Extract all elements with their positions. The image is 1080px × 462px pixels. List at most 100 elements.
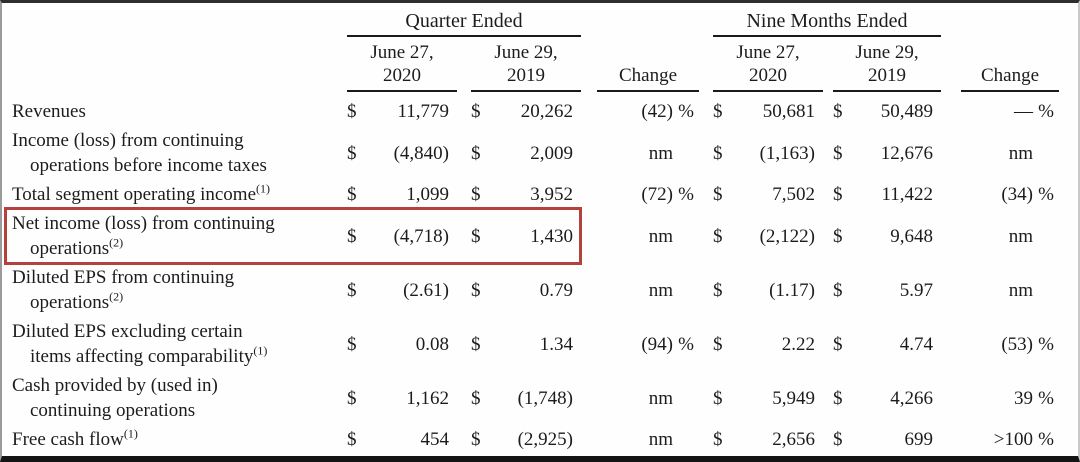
value-nine-months-2020: $ (1,163) xyxy=(713,142,815,164)
dollar-sign: $ xyxy=(471,101,481,122)
dollar-sign: $ xyxy=(713,101,723,122)
value-nine-months-change: nm xyxy=(1008,279,1033,301)
col-header-quarter-change: Change xyxy=(597,64,699,92)
value-quarter-2019: $ 0.79 xyxy=(471,279,573,301)
table-row: Cash provided by (used in) continuing op… xyxy=(10,371,1078,425)
col-header-quarter-june-29-2019: June 29, 2019 xyxy=(471,41,581,92)
dollar-sign: $ xyxy=(471,225,481,247)
value-nine-months-2020: $ (1.17) xyxy=(713,279,815,301)
dollar-sign: $ xyxy=(347,387,357,409)
value-quarter-2020: $ 454 xyxy=(347,429,449,450)
dollar-sign: $ xyxy=(713,142,723,164)
table-row: Diluted EPS from continuing operations(2… xyxy=(10,263,1078,317)
dollar-sign: $ xyxy=(713,387,723,409)
footnote-marker: (2) xyxy=(109,235,124,250)
value-nine-months-2019: $ 5.97 xyxy=(833,279,933,301)
value-nine-months-2019: $ 4.74 xyxy=(833,333,933,355)
value-nine-months-change: >100 % xyxy=(993,429,1054,450)
value-quarter-2020: $ 1,099 xyxy=(347,184,449,205)
value-nine-months-2020: $ 2.22 xyxy=(713,333,815,355)
footnote-marker: (1) xyxy=(253,343,268,358)
footnote-marker: (1) xyxy=(123,426,138,441)
row-label: Diluted EPS excluding certain items affe… xyxy=(12,321,268,367)
row-label: Total segment operating income(1) xyxy=(12,181,271,205)
dollar-sign: $ xyxy=(347,184,357,205)
value-nine-months-2019: $ 9,648 xyxy=(833,225,933,247)
dollar-sign: $ xyxy=(833,184,843,205)
group-header-quarter-ended: Quarter Ended xyxy=(347,9,581,37)
value-quarter-2020: $ 0.08 xyxy=(347,333,449,355)
dollar-sign: $ xyxy=(833,387,843,409)
value-quarter-2019: $ (2,925) xyxy=(471,429,573,450)
table-row: Free cash flow(1) $ 454 $ (2,925) nm $ 2… xyxy=(10,425,1078,454)
footnote-marker: (2) xyxy=(109,289,124,304)
dollar-sign: $ xyxy=(471,333,481,355)
column-header-row: June 27, 2020 June 29, 2019 Change June … xyxy=(10,41,1078,92)
table-row: Total segment operating income(1) $ 1,09… xyxy=(10,180,1078,209)
value-nine-months-change: — % xyxy=(1014,101,1054,122)
row-label: Free cash flow(1) xyxy=(12,426,138,450)
dollar-sign: $ xyxy=(347,279,357,301)
dollar-sign: $ xyxy=(471,184,481,205)
dollar-sign: $ xyxy=(713,333,723,355)
value-nine-months-2019: $ 11,422 xyxy=(833,184,933,205)
dollar-sign: $ xyxy=(713,429,723,450)
group-header-nine-months-ended: Nine Months Ended xyxy=(713,9,941,37)
value-quarter-change: nm xyxy=(648,142,673,164)
col-header-nine-june-29-2019: June 29, 2019 xyxy=(833,41,941,92)
value-quarter-2020: $ (4,718) xyxy=(347,225,449,247)
value-quarter-2020: $ 11,779 xyxy=(347,101,449,122)
value-nine-months-2019: $ 4,266 xyxy=(833,387,933,409)
table-row: Income (loss) from continuing operations… xyxy=(10,126,1078,180)
dollar-sign: $ xyxy=(347,101,357,122)
value-quarter-change: (94) % xyxy=(641,333,694,355)
value-nine-months-2020: $ 5,949 xyxy=(713,387,815,409)
dollar-sign: $ xyxy=(713,184,723,205)
value-quarter-change: nm xyxy=(648,225,673,247)
col-header-quarter-june-27-2020: June 27, 2020 xyxy=(347,41,457,92)
dollar-sign: $ xyxy=(471,429,481,450)
value-nine-months-change: (34) % xyxy=(1001,184,1054,205)
value-quarter-2020: $ (2.61) xyxy=(347,279,449,301)
row-label: Net income (loss) from continuing operat… xyxy=(12,213,275,259)
value-nine-months-change: nm xyxy=(1008,225,1033,247)
dollar-sign: $ xyxy=(833,142,843,164)
dollar-sign: $ xyxy=(833,279,843,301)
dollar-sign: $ xyxy=(347,429,357,450)
dollar-sign: $ xyxy=(713,279,723,301)
dollar-sign: $ xyxy=(833,101,843,122)
value-quarter-2020: $ 1,162 xyxy=(347,387,449,409)
value-quarter-2019: $ 20,262 xyxy=(471,101,573,122)
row-label: Income (loss) from continuing operations… xyxy=(12,130,267,176)
value-quarter-2020: $ (4,840) xyxy=(347,142,449,164)
dollar-sign: $ xyxy=(471,387,481,409)
value-quarter-change: nm xyxy=(648,387,673,409)
value-nine-months-2019: $ 12,676 xyxy=(833,142,933,164)
dollar-sign: $ xyxy=(833,429,843,450)
row-label: Diluted EPS from continuing operations(2… xyxy=(12,267,235,313)
dollar-sign: $ xyxy=(833,225,843,247)
value-nine-months-2020: $ 7,502 xyxy=(713,184,815,205)
value-quarter-change: nm xyxy=(648,429,673,450)
value-quarter-2019: $ (1,748) xyxy=(471,387,573,409)
footnote-marker: (1) xyxy=(256,181,271,196)
dollar-sign: $ xyxy=(347,142,357,164)
table-row: Net income (loss) from continuing operat… xyxy=(4,207,1078,265)
value-nine-months-change: (53) % xyxy=(1001,333,1054,355)
table-body: Revenues $ 11,779 $ 20,262 (42) % $ 50,6… xyxy=(4,97,1078,454)
value-quarter-change: nm xyxy=(648,279,673,301)
value-nine-months-2020: $ 2,656 xyxy=(713,429,815,450)
table-row: Diluted EPS excluding certain items affe… xyxy=(10,317,1078,371)
value-nine-months-2020: $ 50,681 xyxy=(713,101,815,122)
value-nine-months-change: 39 % xyxy=(1014,387,1054,409)
value-quarter-2019: $ 2,009 xyxy=(471,142,573,164)
value-quarter-change: (72) % xyxy=(641,184,694,205)
row-label: Revenues xyxy=(12,101,86,122)
value-quarter-2019: $ 1.34 xyxy=(471,333,573,355)
value-nine-months-2020: $ (2,122) xyxy=(713,225,815,247)
group-header-row: Quarter Ended Nine Months Ended xyxy=(10,9,1078,37)
dollar-sign: $ xyxy=(471,279,481,301)
dollar-sign: $ xyxy=(471,142,481,164)
value-nine-months-2019: $ 50,489 xyxy=(833,101,933,122)
